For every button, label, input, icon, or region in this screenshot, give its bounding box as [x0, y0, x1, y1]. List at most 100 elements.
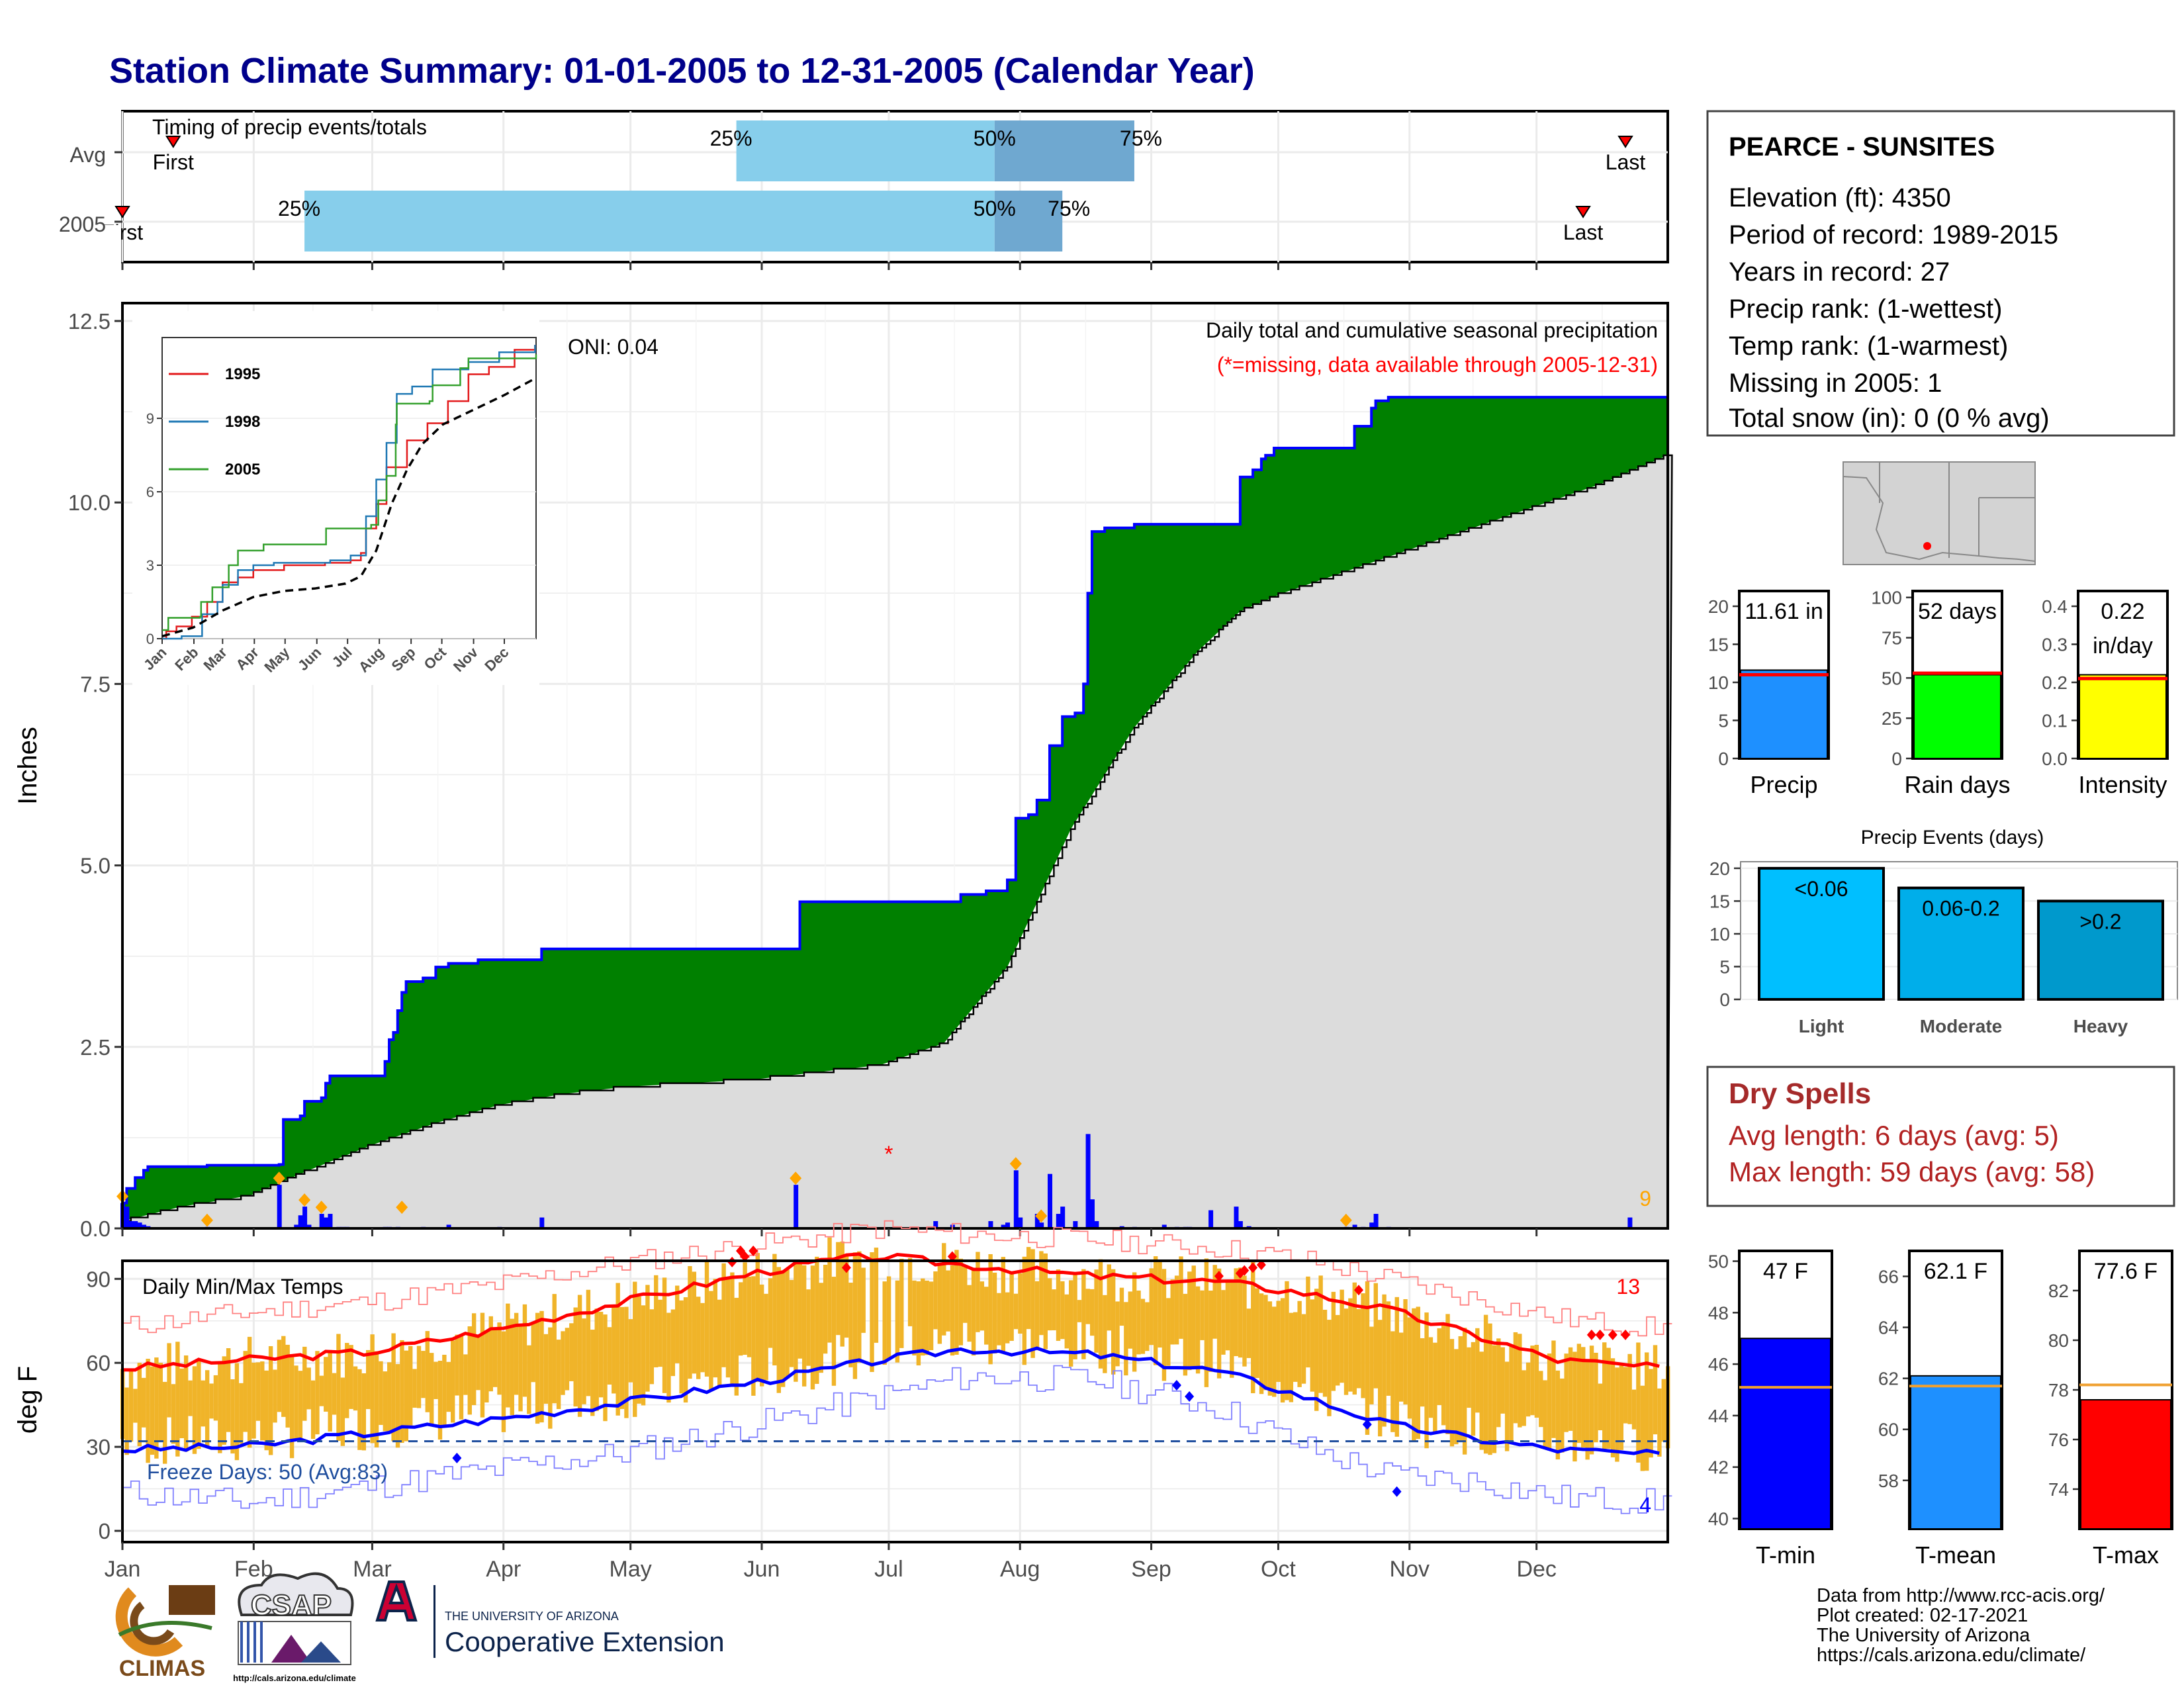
- daily-temp-range-bar: [861, 1267, 866, 1333]
- daily-temp-range-bar: [1627, 1353, 1632, 1424]
- daily-temp-range-bar: [171, 1384, 176, 1444]
- daily-precip-bar: [1627, 1217, 1633, 1228]
- daily-temp-range-bar: [1030, 1249, 1035, 1358]
- precip-events-chart: Precip Events (days) 0 5 10 15 20 <0.06 Light 0.…: [1709, 827, 2178, 1036]
- daily-temp-range-bar: [1551, 1340, 1556, 1438]
- daily-temp-range-bar: [1327, 1320, 1332, 1416]
- daily-temp-range-bar: [1255, 1288, 1259, 1379]
- daily-temp-range-bar: [848, 1283, 853, 1367]
- precip-y-axis-label: Inches: [13, 727, 42, 805]
- daily-temp-range-bar: [281, 1336, 286, 1417]
- daily-temp-range-bar: [1314, 1289, 1319, 1411]
- climas-logo: CLIMAS: [111, 1582, 215, 1681]
- precip-y-tick-label: 12.5: [68, 309, 111, 334]
- inset-line-1998: [162, 345, 536, 640]
- daily-temp-range-bar: [916, 1281, 921, 1366]
- daily-precip-bar: [306, 1224, 312, 1228]
- record-high-marker: [1256, 1259, 1266, 1271]
- timing-bar-50-75-Avg: [994, 120, 1134, 181]
- temp-summary-t-mean-category-label: T-mean: [1915, 1541, 1996, 1569]
- daily-temp-range-bar: [222, 1356, 226, 1445]
- month-label-Aug: Aug: [1000, 1557, 1040, 1582]
- inset-legend-label-2005: 2005: [225, 461, 260, 479]
- events-bar-moderate: [1897, 886, 2025, 1001]
- timing-last-label-2005: Last: [1563, 220, 1604, 244]
- daily-temp-range-bar: [188, 1380, 193, 1416]
- daily-temp-range-bar: [298, 1371, 303, 1439]
- daily-temp-range-bar: [759, 1284, 764, 1387]
- daily-temp-range-bar: [1504, 1361, 1510, 1451]
- record-high-marker: [841, 1262, 851, 1273]
- daily-temp-range-bar: [158, 1363, 163, 1442]
- daily-temp-range-bar: [1195, 1286, 1201, 1374]
- daily-temp-range-bar: [1394, 1297, 1399, 1437]
- daily-temp-range-bar: [1191, 1265, 1196, 1369]
- daily-precip-bar: [328, 1214, 333, 1228]
- daily-temp-range-bar: [1458, 1336, 1463, 1441]
- average-min-temp-line: [122, 1346, 1660, 1455]
- daily-temp-range-bar: [476, 1335, 480, 1391]
- summary-precip-y-tick-label: 10: [1708, 672, 1729, 693]
- daily-temp-range-bar: [395, 1364, 400, 1448]
- daily-precip-bar: [302, 1207, 308, 1228]
- daily-precip-bar: [319, 1214, 324, 1228]
- inset-legend-label-1998: 1998: [225, 413, 260, 431]
- daily-precip-bar: [1018, 1217, 1023, 1228]
- daily-temp-range-bar: [645, 1285, 650, 1392]
- daily-temp-range-bar: [921, 1278, 925, 1356]
- daily-temp-range-bar: [1153, 1256, 1158, 1365]
- locator-map: [1843, 461, 2036, 565]
- precip-y-tick-label: 0.0: [80, 1216, 111, 1241]
- inset-line-average: [161, 377, 537, 637]
- daily-temp-range-bar: [594, 1308, 599, 1411]
- daily-precip-bar: [1013, 1170, 1019, 1228]
- daily-temp-range-bar: [776, 1267, 781, 1393]
- daily-temp-range-bar: [734, 1297, 739, 1396]
- timing-first-marker-Avg: [165, 136, 181, 148]
- daily-temp-range-bar: [1094, 1269, 1099, 1353]
- daily-temp-range-bar: [1306, 1276, 1310, 1368]
- daily-temp-range-bar: [247, 1336, 252, 1448]
- daily-temp-range-bar: [260, 1361, 265, 1441]
- credit-plot-date: Plot created: 02-17-2021: [1817, 1605, 2028, 1626]
- daily-precip-bar: [1085, 1134, 1091, 1228]
- summary-rain-days-bar: [1913, 674, 2001, 759]
- daily-temp-range-bar: [1661, 1379, 1666, 1442]
- daily-temp-range-bar: [1530, 1346, 1535, 1416]
- precip-missing-note: (*=missing, data available through 2005-…: [1217, 353, 1658, 377]
- daily-temp-range-bar: [1293, 1312, 1298, 1382]
- daily-temp-range-bar: [425, 1331, 430, 1412]
- daily-temp-range-bar: [192, 1366, 197, 1454]
- precip-y-tick-label: 7.5: [80, 672, 111, 696]
- month-label-Jul: Jul: [874, 1557, 903, 1582]
- daily-temp-range-bar: [268, 1346, 273, 1455]
- daily-temp-range-bar: [806, 1289, 811, 1366]
- daily-temp-range-bar: [430, 1353, 434, 1426]
- station-years: Years in record: 27: [1729, 257, 1950, 287]
- daily-temp-range-bar: [1081, 1269, 1086, 1359]
- daily-temp-range-bar: [912, 1280, 917, 1356]
- record-high-marker: [1621, 1329, 1631, 1340]
- daily-temp-range-bar: [1403, 1299, 1408, 1405]
- daily-temp-range-bar: [844, 1255, 849, 1338]
- timing-p50-label-2005: 50%: [974, 197, 1016, 220]
- station-elevation: Elevation (ft): 4350: [1729, 183, 1951, 212]
- temp-summary-t-min-y-tick-label: 46: [1708, 1354, 1729, 1375]
- daily-temp-range-bar: [598, 1312, 604, 1398]
- daily-temp-range-bar: [1073, 1273, 1077, 1359]
- inset-legend-label-1995: 1995: [225, 365, 260, 383]
- daily-temp-range-bar: [1068, 1280, 1073, 1367]
- events-y-tick-label: 15: [1709, 891, 1730, 911]
- daily-temp-range-bar: [1352, 1282, 1357, 1395]
- csap-logo-text: CSAP: [251, 1589, 332, 1622]
- month-label-May: May: [610, 1557, 652, 1582]
- daily-temp-range-bar: [277, 1340, 282, 1412]
- daily-temp-range-bar: [997, 1293, 1001, 1346]
- daily-temp-range-bar: [1518, 1334, 1522, 1428]
- precip-y-tick-label: 2.5: [80, 1035, 111, 1060]
- timing-last-marker-2005: [1575, 206, 1591, 218]
- daily-temp-range-bar: [1018, 1273, 1023, 1334]
- record-low-marker: [1171, 1380, 1181, 1391]
- timing-left-mask: [99, 225, 121, 251]
- daily-temp-range-bar: [226, 1348, 231, 1432]
